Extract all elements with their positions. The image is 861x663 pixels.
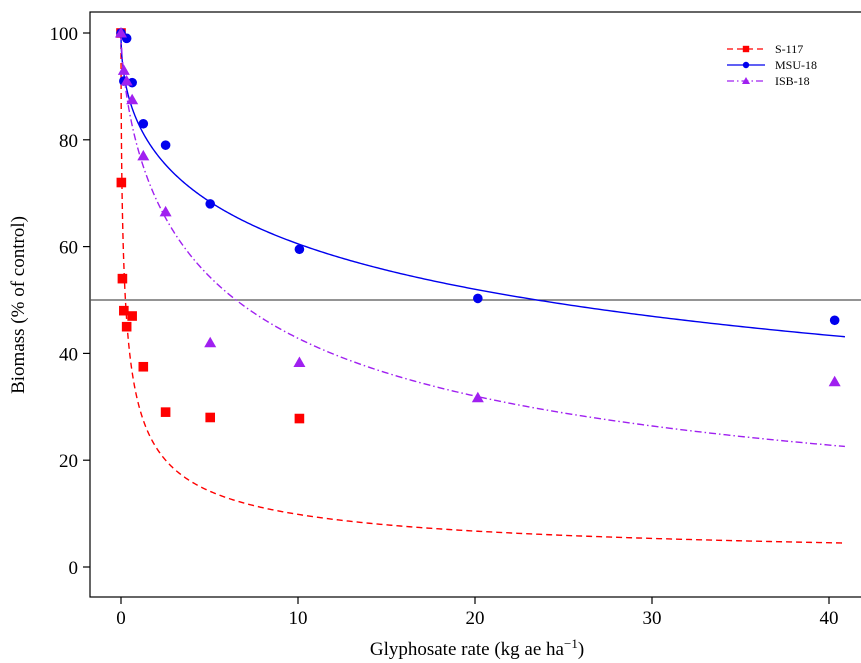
x-axis-title-suffix: )	[578, 639, 584, 660]
x-tick-label: 20	[466, 608, 485, 629]
y-tick-label: 60	[59, 238, 78, 259]
plot-frame	[89, 11, 861, 598]
legend-label-isb-18: ISB-18	[775, 74, 810, 88]
data-point-isb-18	[126, 93, 139, 105]
data-point-s-117	[119, 305, 129, 316]
data-point-isb-18	[471, 391, 484, 403]
data-points	[115, 27, 841, 424]
y-tick-label: 20	[59, 451, 78, 472]
x-tick-label: 10	[289, 608, 308, 629]
data-point-s-117	[117, 273, 128, 284]
y-tick-label: 0	[69, 558, 79, 579]
data-point-isb-18	[120, 75, 133, 86]
data-point-s-117	[294, 413, 305, 424]
x-axis-title-superscript: −1	[564, 636, 578, 651]
fit-curve-isb-18	[120, 33, 845, 448]
legend-marker-msu-18	[742, 61, 750, 69]
data-point-s-117	[160, 407, 171, 417]
fit-curve-s-117	[120, 33, 845, 544]
data-point-s-117	[138, 361, 149, 372]
data-point-isb-18	[137, 149, 150, 161]
x-tick-label: 40	[820, 608, 839, 629]
legend: S-117 MSU-18 ISB-18	[727, 42, 817, 88]
legend-label-msu-18: MSU-18	[775, 58, 817, 72]
data-point-s-117	[127, 311, 137, 321]
legend-marker-isb-18	[742, 77, 750, 84]
data-point-s-117	[205, 412, 216, 423]
data-point-isb-18	[828, 375, 841, 387]
data-point-msu-18	[473, 293, 483, 304]
x-tick-label: 0	[116, 608, 126, 629]
data-point-isb-18	[204, 336, 217, 348]
legend-marker-s-117	[742, 45, 750, 53]
x-axis-title-main: Glyphosate rate (kg ae ha	[370, 639, 565, 660]
data-point-msu-18	[294, 244, 305, 255]
legend-label-s-117: S-117	[775, 42, 803, 56]
fit-curve-msu-18	[120, 33, 845, 338]
data-point-msu-18	[205, 199, 216, 209]
x-axis-title: Glyphosate rate (kg ae ha−1)	[370, 636, 584, 661]
y-tick-label: 100	[50, 24, 79, 45]
data-point-msu-18	[829, 315, 840, 326]
y-tick-label: 80	[59, 131, 78, 152]
data-point-s-117	[121, 321, 132, 332]
data-point-msu-18	[160, 140, 171, 150]
fit-curves	[120, 33, 845, 544]
x-tick-label: 30	[643, 608, 662, 629]
y-tick-label: 40	[59, 344, 78, 365]
data-point-msu-18	[138, 118, 149, 129]
data-point-isb-18	[115, 27, 127, 38]
data-point-isb-18	[117, 64, 130, 75]
data-point-isb-18	[159, 205, 172, 217]
data-point-s-117	[116, 177, 127, 188]
y-axis-title: Biomass (% of control)	[8, 216, 29, 394]
x-axis: 0 10 20 30 40	[116, 597, 839, 629]
y-axis: 0 20 40 60 80 100	[50, 24, 90, 579]
data-point-isb-18	[293, 356, 306, 367]
